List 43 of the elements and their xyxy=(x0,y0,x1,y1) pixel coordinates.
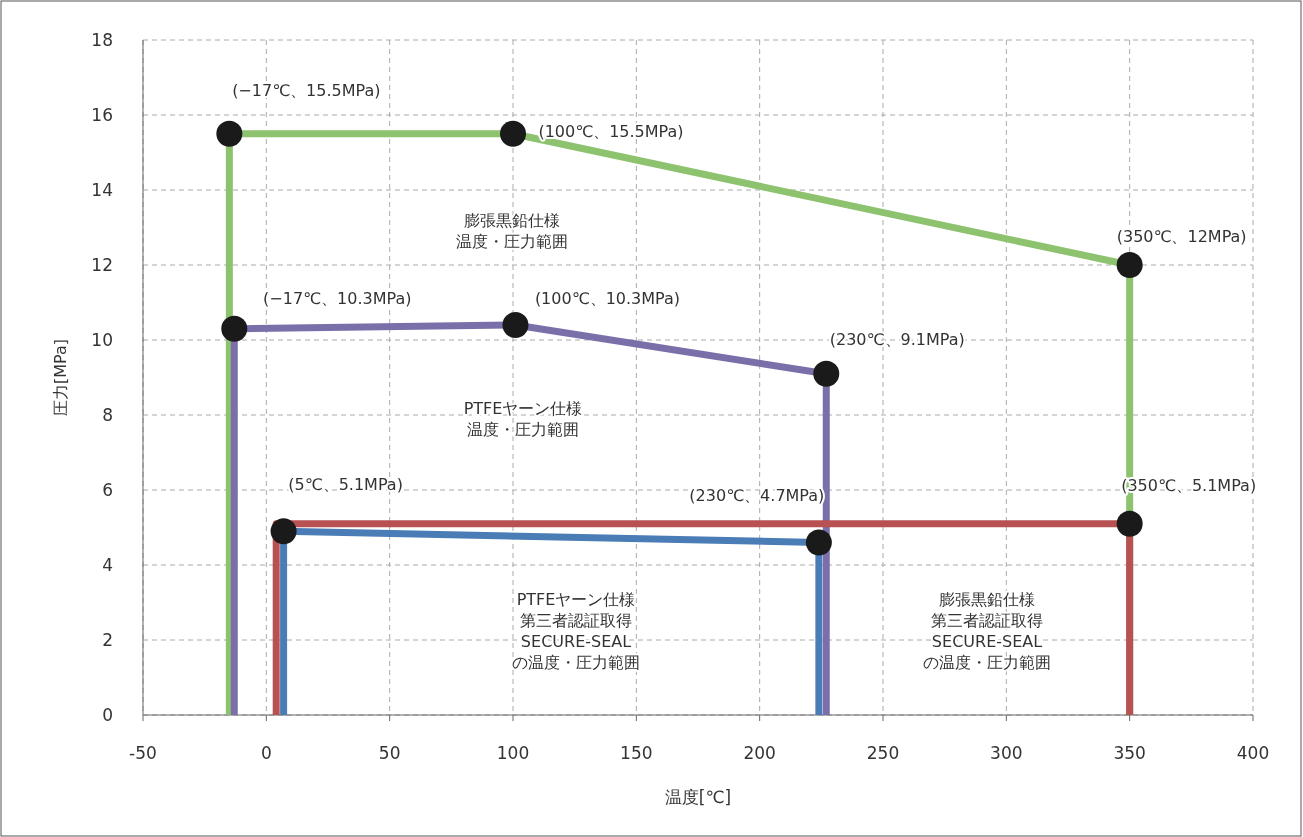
x-tick-label: -50 xyxy=(129,743,157,763)
y-tick-label: 2 xyxy=(102,630,113,650)
y-tick-label: 4 xyxy=(102,555,113,575)
point xyxy=(502,312,529,338)
x-axis-title: 温度[℃] xyxy=(664,787,732,807)
point xyxy=(1116,510,1143,537)
x-tick-label: 400 xyxy=(1236,743,1270,763)
annotation: (−17℃、10.3MPa) xyxy=(263,288,412,308)
x-tick-label: 0 xyxy=(260,743,272,763)
annotation: (−17℃、15.5MPa) xyxy=(232,80,381,100)
annotation: (100℃、15.5MPa) xyxy=(538,121,684,141)
y-tick-label: 0 xyxy=(102,705,113,725)
y-tick-label: 8 xyxy=(102,405,113,425)
annotation: (5℃、5.1MPa) xyxy=(288,475,403,495)
x-tick-label: 100 xyxy=(496,743,530,763)
annotation: PTFEヤーン仕様第三者認証取得SECURE-SEALの温度・圧力範囲 xyxy=(512,589,640,672)
point xyxy=(270,518,297,545)
annotation: (230℃、4.7MPa) xyxy=(689,485,825,505)
y-tick-label: 18 xyxy=(91,30,113,50)
point xyxy=(1116,252,1143,278)
x-tick-label: 200 xyxy=(743,743,776,763)
x-tick-label: 250 xyxy=(866,743,900,763)
point xyxy=(805,529,832,556)
point xyxy=(500,120,526,147)
point xyxy=(221,315,248,342)
annotation: 膨張黒鉛仕様温度・圧力範囲 xyxy=(456,210,568,251)
x-tick-label: 150 xyxy=(620,743,653,763)
annotation: (350℃、12MPa) xyxy=(1116,227,1247,246)
y-axis-title: 圧力[MPa] xyxy=(51,338,70,417)
x-tick-label: 50 xyxy=(378,743,401,763)
y-tick-label: 16 xyxy=(91,105,113,125)
y-tick-label: 12 xyxy=(91,255,113,275)
x-tick-label: 350 xyxy=(1113,743,1146,763)
x-tick-label: 300 xyxy=(990,743,1023,763)
y-tick-label: 6 xyxy=(102,480,113,500)
point xyxy=(216,120,243,147)
annotation: PTFEヤーン仕様温度・圧力範囲 xyxy=(463,398,583,439)
y-tick-label: 10 xyxy=(91,330,113,350)
y-tick-label: 14 xyxy=(91,180,113,200)
annotation: 膨張黒鉛仕様第三者認証取得SECURE-SEALの温度・圧力範囲 xyxy=(923,589,1051,672)
annotation: (230℃、9.1MPa) xyxy=(829,329,965,349)
annotation: (100℃、10.3MPa) xyxy=(534,289,681,308)
point xyxy=(813,360,840,387)
